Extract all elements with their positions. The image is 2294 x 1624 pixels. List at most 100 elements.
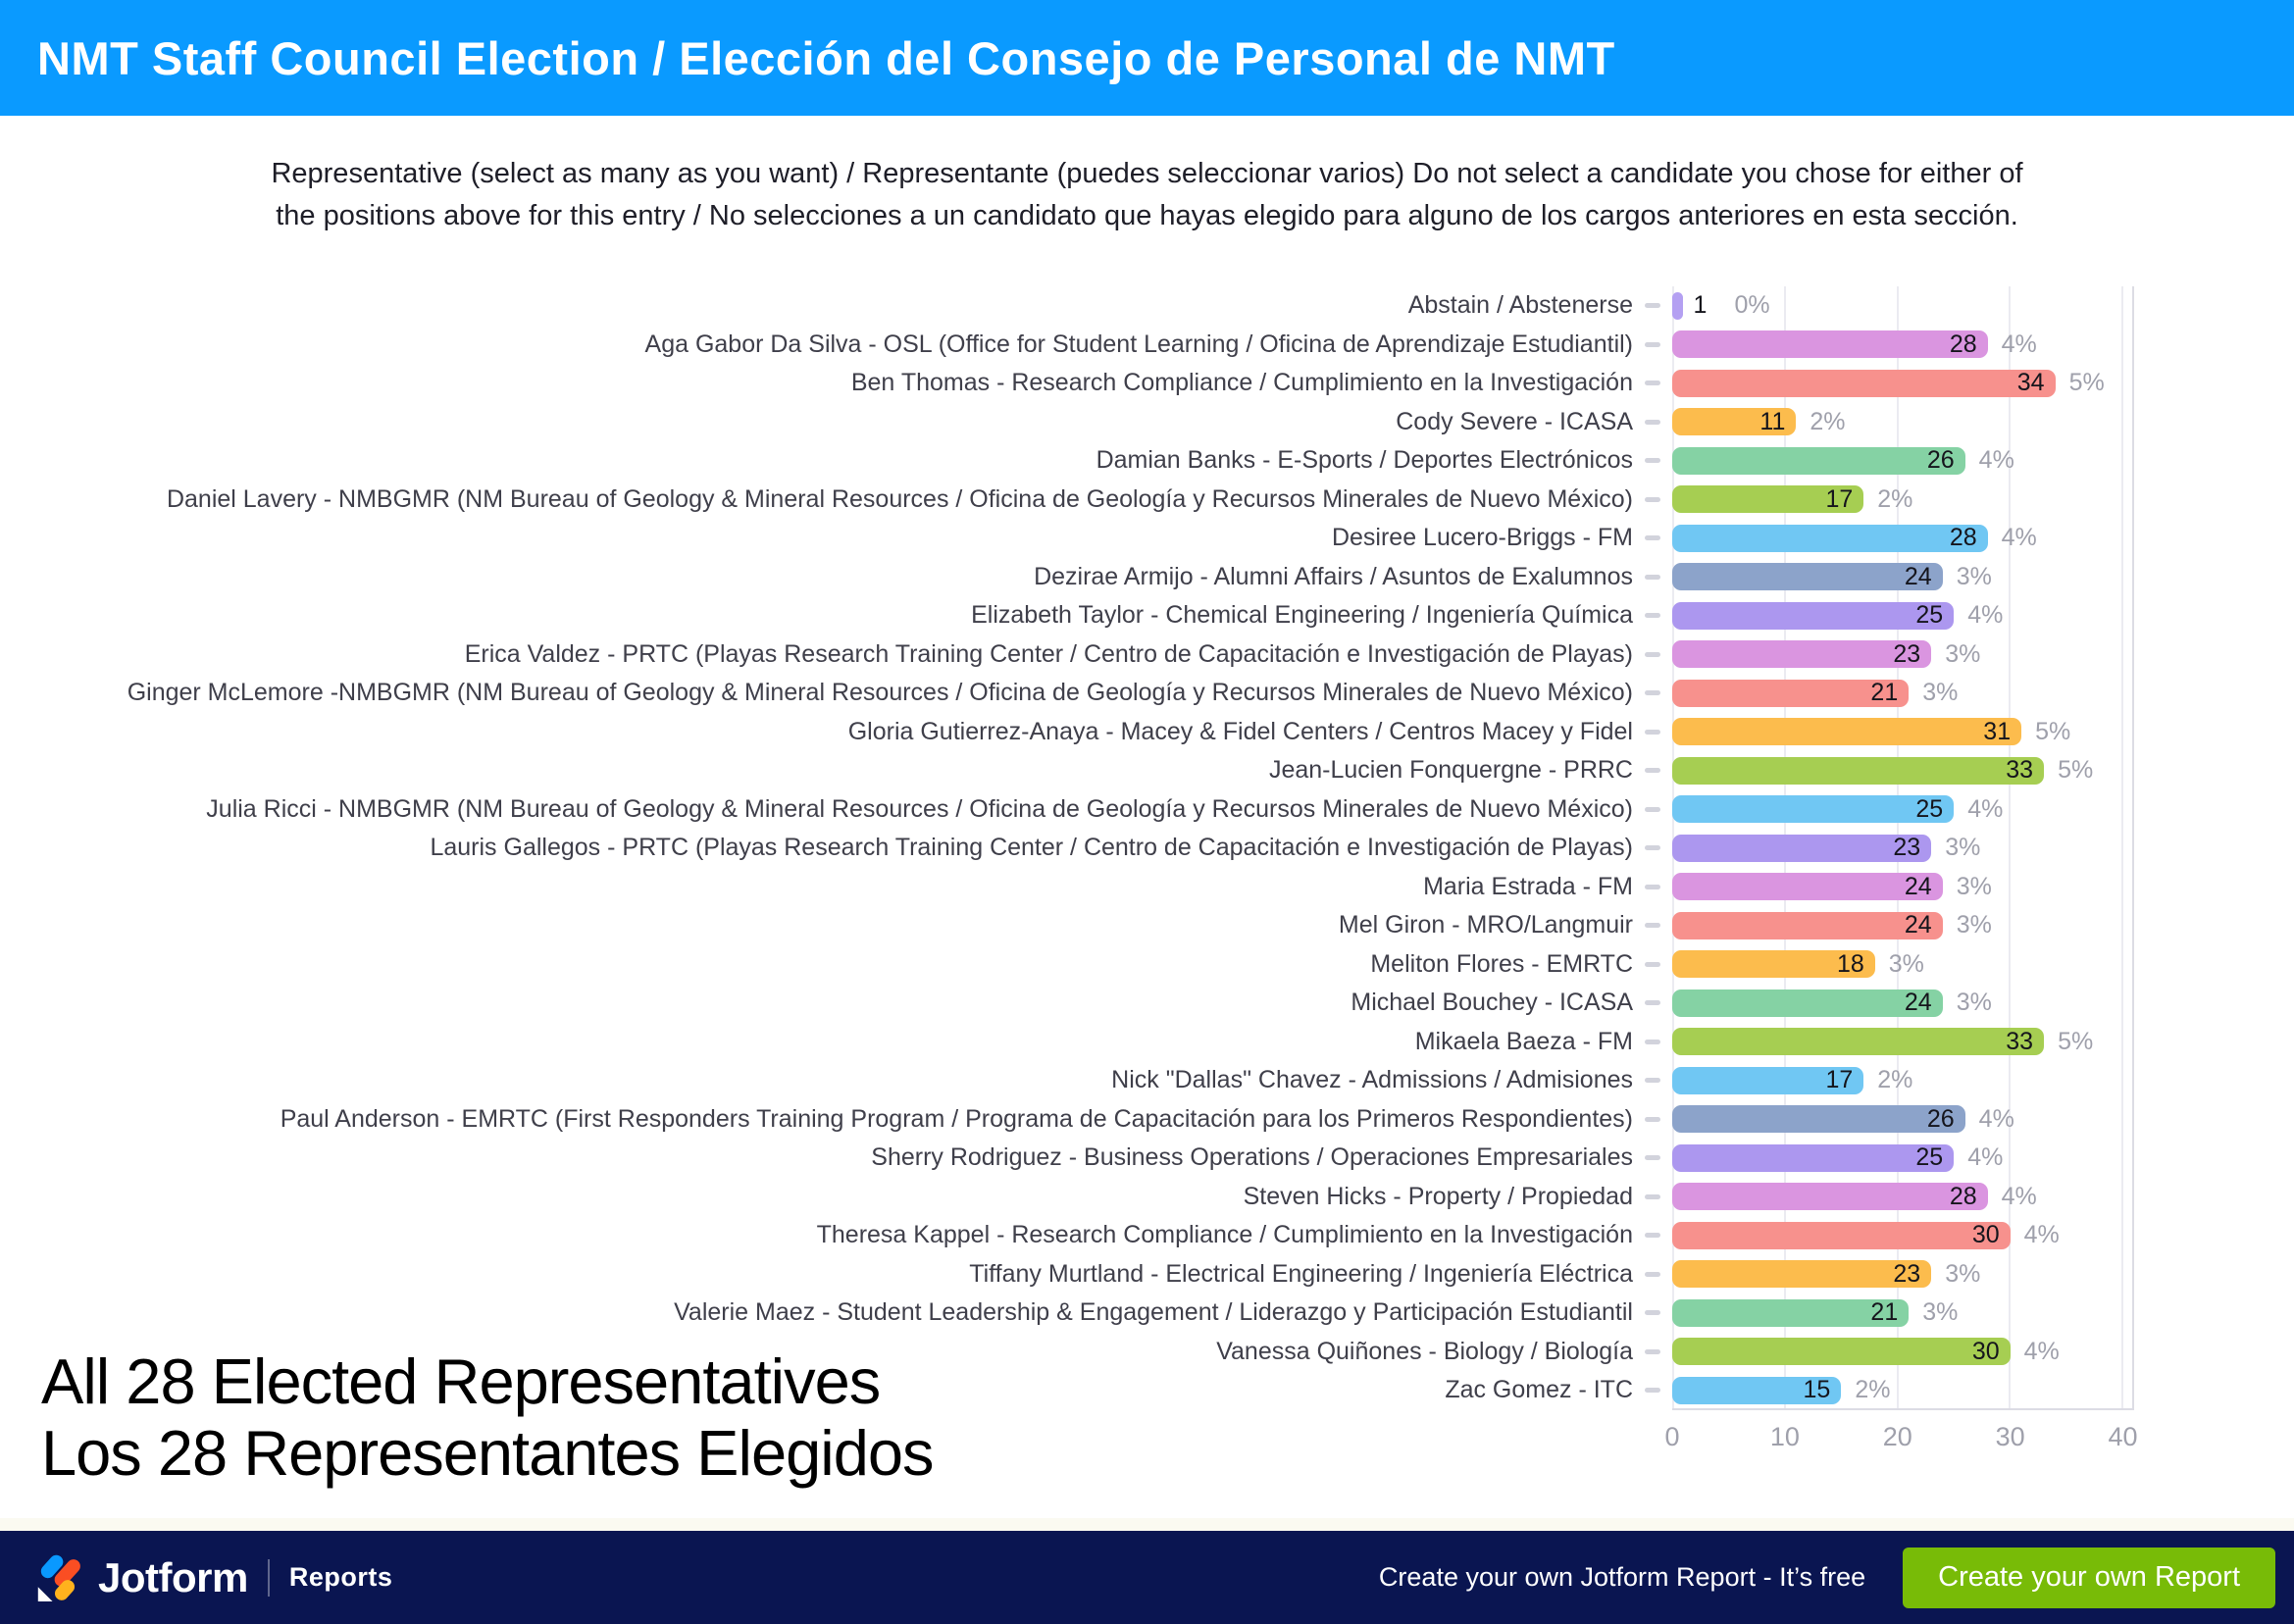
bar-track: 24 3% [1672,906,2134,945]
bar-label: Vanessa Quiñones - Biology / Biología [1216,1337,1633,1365]
bar[interactable]: 28 [1672,330,1988,359]
bar-row: Jean-Lucien Fonquergne - PRRC 33 5% [0,751,2294,790]
bar-track: 1 0% [1672,286,2134,326]
gridline [2009,286,2012,1408]
bar[interactable]: 15 [1672,1376,1842,1404]
create-report-button[interactable]: Create your own Report [1903,1547,2275,1608]
y-axis-tick [1645,381,1660,386]
bar[interactable]: 23 [1672,1259,1932,1289]
bar-label: Nick "Dallas" Chavez - Admissions / Admi… [1111,1066,1633,1094]
bar-label: Ben Thomas - Research Compliance / Cumpl… [850,369,1633,397]
bar-value-label: 30 [1971,1221,2000,1249]
bar[interactable]: 23 [1672,639,1932,669]
bar-percent-label: 5% [2068,369,2105,396]
bar-value-label: 26 [1926,446,1955,475]
bar-track: 21 3% [1672,1294,2134,1333]
bar-label: Meliton Flores - EMRTC [1370,949,1633,978]
bar-percent-label: 4% [2001,330,2037,358]
bar-row: Meliton Flores - EMRTC 18 3% [0,945,2294,985]
bar-label: Abstain / Abstenerse [1407,291,1633,320]
bar[interactable]: 11 [1672,408,1797,436]
y-axis-tick [1645,1193,1660,1199]
bar-value-label: 18 [1836,949,1864,978]
bar-value-label: 23 [1893,1259,1921,1288]
bar-label: Mikaela Baeza - FM [1414,1027,1633,1055]
bar-value-label: 28 [1949,524,1977,552]
bar-row: Lauris Gallegos - PRTC (Playas Research … [0,829,2294,868]
bar[interactable]: 21 [1672,679,1910,707]
bar-value-label: 17 [1825,1066,1854,1094]
bar-percent-label: 4% [1967,1143,2004,1171]
bar-value-label: 21 [1870,679,1899,707]
bar-row: Nick "Dallas" Chavez - Admissions / Admi… [0,1061,2294,1100]
y-axis-tick [1645,1388,1660,1394]
bar-row: Aga Gabor Da Silva - OSL (Office for Stu… [0,326,2294,365]
bar-percent-label: 3% [1888,949,1924,978]
bar-track: 28 4% [1672,326,2134,365]
bar-row: Desiree Lucero-Briggs - FM 28 4% [0,519,2294,558]
bar-percent-label: 0% [1734,291,1770,319]
bar-label: Gloria Gutierrez-Anaya - Macey & Fidel C… [847,717,1633,745]
bar[interactable]: 25 [1672,601,1955,630]
y-axis-tick [1645,884,1660,889]
bar-value-label: 24 [1904,911,1932,939]
bar[interactable]: 25 [1672,1143,1955,1172]
bar-row: Zac Gomez - ITC 15 2% [0,1371,2294,1410]
x-axis-tick-label: 30 [1995,1422,2025,1451]
bar-label: Jean-Lucien Fonquergne - PRRC [1268,756,1633,785]
bar-percent-label: 3% [1956,989,1992,1016]
jotform-brand-link[interactable]: Jotform Reports [0,1554,392,1601]
bar-percent-label: 4% [2023,1221,2060,1248]
bar-track: 15 2% [1672,1371,2134,1410]
y-axis-tick [1645,1078,1660,1084]
y-axis-tick [1645,1116,1660,1122]
bar-percent-label: 3% [1945,834,1981,861]
bar-label: Valerie Maez - Student Leadership & Enga… [674,1298,1633,1327]
bar[interactable]: 26 [1672,1105,1965,1134]
bar[interactable]: 24 [1672,911,1943,939]
bar[interactable]: 34 [1672,369,2056,397]
y-axis-tick [1645,1155,1660,1161]
bar[interactable]: 23 [1672,834,1932,862]
x-axis-tick-label: 0 [1664,1422,1680,1451]
bar-label: Aga Gabor Da Silva - OSL (Office for Stu… [644,330,1633,358]
bar[interactable]: 28 [1672,1183,1988,1211]
bar[interactable]: 17 [1672,1066,1864,1094]
bar[interactable]: 30 [1672,1337,2011,1366]
bar[interactable]: 28 [1672,524,1988,552]
bar[interactable]: 24 [1672,989,1943,1017]
bar-track: 33 5% [1672,1023,2134,1062]
bar-value-label: 24 [1904,562,1932,590]
bar[interactable]: 31 [1672,718,2022,746]
bar[interactable] [1672,291,1684,320]
bar[interactable]: 18 [1672,949,1875,979]
bar[interactable]: 21 [1672,1298,1910,1327]
bar-track: 21 3% [1672,674,2134,713]
bar-track: 34 5% [1672,364,2134,403]
bar-percent-label: 2% [1855,1376,1891,1403]
bar-label: Steven Hicks - Property / Propiedad [1243,1182,1633,1210]
bar[interactable]: 33 [1672,1028,2045,1056]
bar[interactable]: 25 [1672,795,1955,824]
bar[interactable]: 24 [1672,873,1943,901]
bar[interactable]: 26 [1672,446,1965,475]
bar[interactable]: 33 [1672,756,2045,785]
brand-product-label: Reports [288,1562,393,1592]
y-axis-tick [1645,1271,1660,1277]
bar-percent-label: 2% [1810,407,1846,435]
bar-value-label: 34 [2016,369,2045,397]
bar-value-label: 30 [1971,1337,2000,1365]
bar[interactable]: 30 [1672,1221,2011,1249]
bar[interactable]: 24 [1672,562,1943,591]
bar-percent-label: 4% [1967,601,2004,629]
bar-row: Mikaela Baeza - FM 33 5% [0,1023,2294,1062]
jotform-logo-icon [37,1554,80,1601]
bar-value-label: 23 [1893,639,1921,668]
bar-value-label: 33 [2006,756,2034,785]
bar[interactable]: 17 [1672,485,1864,514]
bar-row: Paul Anderson - EMRTC (First Responders … [0,1100,2294,1140]
bar-label: Erica Valdez - PRTC (Playas Research Tra… [464,639,1633,668]
bar-label: Lauris Gallegos - PRTC (Playas Research … [430,834,1633,862]
bar-track: 30 4% [1672,1333,2134,1372]
